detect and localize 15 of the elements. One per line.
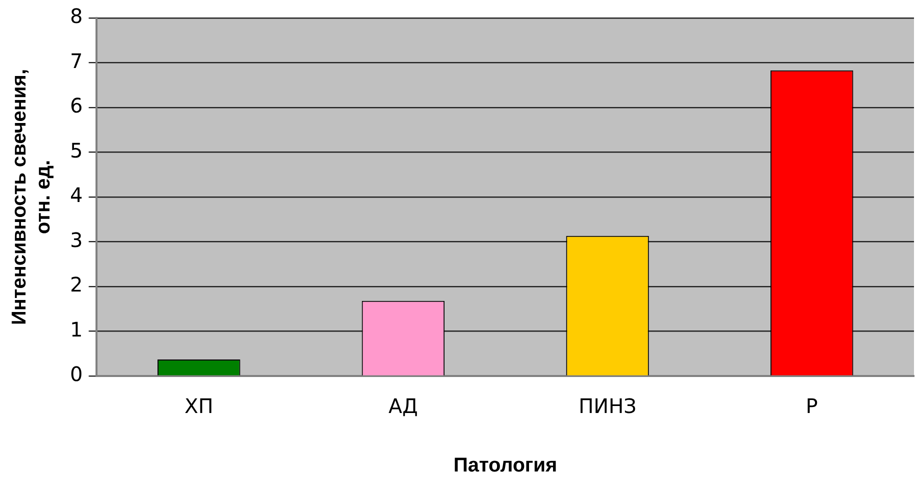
y-tick-label: 7 bbox=[70, 48, 83, 73]
y-tick-label: 5 bbox=[70, 138, 83, 162]
y-tick-label: 6 bbox=[70, 94, 83, 118]
y-axis-title: Интенсивность свечения, отн. ед. bbox=[8, 68, 55, 326]
y-tick-label: 1 bbox=[70, 317, 83, 342]
y-tick-label: 3 bbox=[70, 228, 83, 252]
x-tick-label: ХП bbox=[184, 394, 214, 418]
y-tick-label: 4 bbox=[70, 183, 83, 208]
y-tick-label: 2 bbox=[70, 272, 83, 297]
x-tick-label: ПИНЗ bbox=[578, 394, 636, 418]
y-tick-label: 0 bbox=[70, 362, 83, 386]
y-tick-label: 8 bbox=[70, 4, 83, 28]
x-tick-label: АД bbox=[388, 394, 418, 418]
x-axis-title: Патология bbox=[454, 454, 558, 477]
x-tick-label: Р bbox=[806, 394, 818, 418]
